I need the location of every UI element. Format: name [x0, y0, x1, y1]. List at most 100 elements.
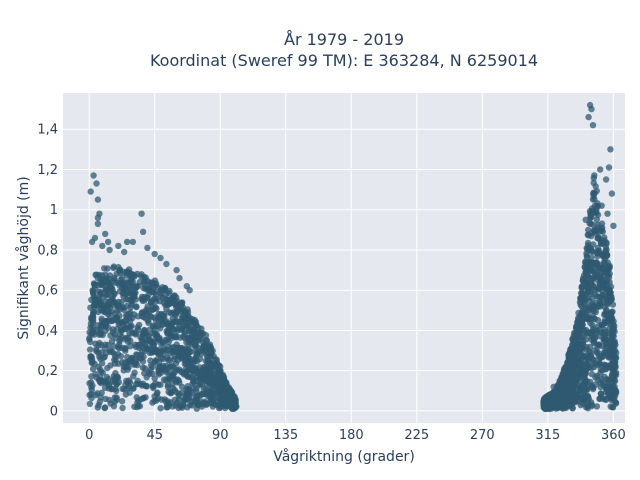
data-point	[139, 358, 147, 365]
data-point	[190, 378, 197, 386]
data-point	[87, 188, 94, 195]
data-point	[610, 222, 617, 229]
data-point	[570, 398, 578, 405]
data-point	[554, 402, 561, 409]
data-point	[200, 364, 207, 371]
data-point	[209, 384, 216, 391]
data-point	[97, 331, 105, 338]
chart-title-line1: År 1979 - 2019	[284, 30, 404, 49]
data-point	[141, 326, 148, 334]
data-point	[124, 366, 131, 373]
data-point	[113, 314, 120, 321]
data-point	[93, 180, 100, 187]
data-point	[110, 264, 117, 272]
data-point	[121, 325, 128, 332]
data-point	[118, 298, 125, 306]
data-point	[118, 398, 126, 405]
data-point	[605, 319, 612, 326]
x-axis-label: Vågriktning (grader)	[273, 448, 415, 465]
data-point	[584, 271, 592, 278]
data-point	[127, 323, 134, 331]
data-point	[113, 270, 120, 277]
data-point	[602, 285, 609, 292]
data-point	[186, 314, 193, 321]
data-point	[593, 403, 601, 410]
data-point	[135, 397, 142, 404]
data-point	[123, 279, 130, 286]
data-point	[226, 402, 234, 409]
data-point	[193, 385, 200, 392]
data-point	[112, 385, 119, 393]
data-point	[594, 252, 601, 260]
data-point	[117, 353, 125, 360]
data-point	[87, 338, 94, 346]
data-point	[119, 385, 126, 392]
data-point	[161, 396, 169, 403]
data-point	[133, 303, 140, 310]
data-point	[602, 343, 609, 351]
data-point	[210, 399, 217, 407]
data-point	[163, 260, 170, 268]
data-point	[587, 220, 594, 228]
data-point	[144, 244, 151, 252]
data-point	[601, 260, 608, 267]
data-point	[151, 375, 158, 382]
data-point	[192, 344, 199, 351]
data-point	[170, 344, 178, 351]
data-point	[86, 400, 94, 408]
data-point	[139, 309, 146, 316]
data-point	[596, 272, 604, 280]
data-point	[176, 274, 183, 282]
data-point	[580, 361, 588, 369]
data-point	[200, 385, 207, 392]
data-point	[186, 287, 193, 294]
data-point	[92, 370, 99, 378]
data-point	[171, 319, 179, 326]
data-point	[104, 265, 111, 272]
data-point	[565, 370, 572, 377]
data-point	[91, 298, 98, 306]
data-point	[221, 391, 228, 399]
data-point	[579, 321, 586, 328]
data-point	[185, 340, 193, 347]
data-point	[588, 370, 596, 378]
data-point	[121, 248, 128, 256]
data-point	[583, 250, 590, 257]
data-point	[110, 290, 118, 297]
y-tick-label: 1,4	[37, 123, 58, 138]
data-point	[607, 311, 615, 319]
data-point	[595, 293, 602, 301]
data-point	[123, 334, 130, 341]
data-point	[169, 403, 176, 410]
data-point	[578, 283, 586, 290]
data-point	[602, 383, 610, 390]
data-point	[162, 319, 170, 326]
data-point	[602, 365, 610, 373]
data-point	[178, 389, 185, 397]
data-point	[95, 342, 102, 349]
data-point	[121, 318, 128, 325]
data-point	[573, 323, 580, 331]
data-point	[192, 319, 200, 326]
data-point	[164, 365, 171, 373]
data-point	[603, 310, 610, 318]
y-tick-label: 0,6	[37, 284, 58, 299]
data-point	[94, 214, 102, 221]
data-point	[116, 282, 123, 289]
data-point	[605, 266, 612, 273]
data-point	[109, 296, 116, 303]
data-point	[90, 172, 97, 179]
data-point	[590, 174, 597, 182]
data-point	[103, 278, 111, 286]
data-point	[593, 216, 600, 223]
data-point	[157, 287, 165, 294]
data-point	[589, 122, 597, 129]
data-point	[171, 386, 178, 394]
data-point	[97, 289, 104, 296]
data-point	[185, 386, 192, 393]
data-point	[588, 402, 595, 410]
data-point	[97, 300, 105, 307]
data-point	[196, 355, 204, 363]
data-point	[106, 246, 113, 254]
data-point	[559, 378, 566, 385]
